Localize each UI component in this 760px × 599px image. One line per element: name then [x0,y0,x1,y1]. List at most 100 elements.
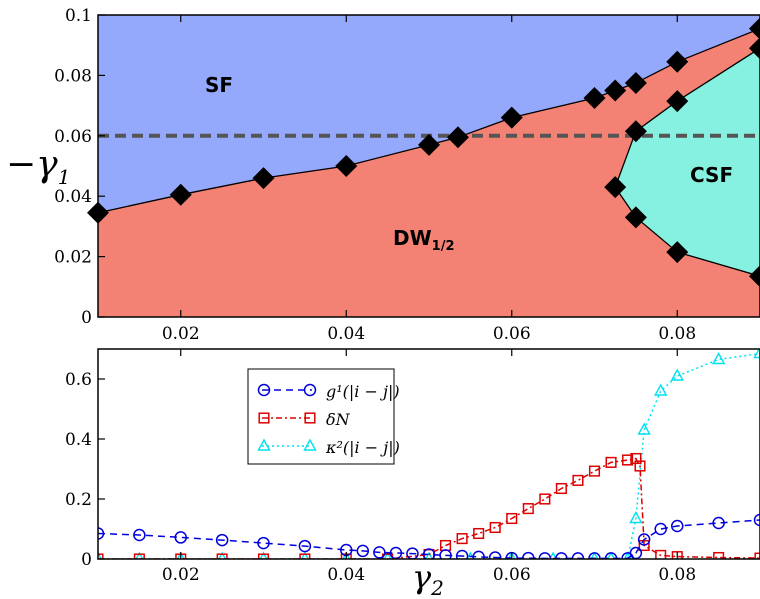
series-point-square [506,512,518,525]
series-point-circle [215,533,229,547]
sf-dw-boundary-point [624,71,647,94]
series-point-triangle [623,551,632,559]
series-point-square [655,549,667,559]
series-point-triangle [342,551,351,559]
top-y-tick-label: 0 [81,308,92,328]
top-y-tick-label: 0.02 [54,248,92,268]
series-point-triangle [637,422,651,435]
series-point-square [754,552,760,559]
csf-boundary-point [624,120,647,143]
series-point-circle [373,546,386,559]
csf-boundary-point [666,90,689,113]
series-point-square [299,553,311,559]
sf-dw-boundary-point [418,133,440,156]
series-point-circle [654,522,667,536]
legend-marker [258,412,270,424]
series-point-square [257,553,270,559]
top-x-tick-label: 0.04 [327,324,365,344]
top-x-tick-label: 0.08 [658,324,696,344]
top-x-tick-label: 0.02 [162,324,200,344]
series-point-square [555,482,567,495]
series-point-square [572,474,584,486]
series-point-square [473,527,485,540]
csf-boundary-point [749,265,760,288]
series-point-square [634,460,646,472]
sf-dw-boundary-point [446,126,469,149]
bottom-x-axis-label-sub: 2 [430,576,444,599]
series-point-circle [637,533,651,546]
series-point-circle [472,550,485,559]
series-point-circle [455,549,469,559]
series-point-triangle [300,551,309,559]
sf-dw-boundary-point [666,50,689,73]
series-point-square [489,521,501,534]
legend-box [247,368,395,465]
top-y-tick-label: 0.04 [54,187,92,207]
series-point-circle [133,528,146,542]
series-point-circle [174,531,187,544]
bottom-x-tick-label: 0.06 [493,565,531,585]
region-label-dw-main: DW [393,226,432,250]
series-line-square [98,457,760,559]
series-point-square [456,533,468,545]
legend-marker [303,438,317,451]
legend-marker [257,383,271,397]
csf-boundary-point [604,176,627,199]
csf-boundary-point [624,206,647,229]
sf-dw-boundary-point [749,17,760,40]
top-y-axis-label: −γ1 [6,144,70,189]
top-y-axis-label-sub: 1 [58,165,71,189]
sf-dw-boundary-point [169,183,192,206]
series-point-circle [406,547,419,559]
series-point-triangle [259,551,268,559]
series-point-circle [712,516,725,530]
series-point-square [539,493,551,505]
sf-dw-boundary-point [604,79,627,102]
series-point-square [133,553,145,559]
series-point-square [671,551,683,559]
bottom-x-tick-label: 0.02 [162,565,200,585]
series-point-triangle [654,383,668,396]
top-x-tick-label: 0.06 [493,324,531,344]
series-point-square [382,553,394,559]
legend-marker [304,412,316,424]
sf-dw-boundary-point [583,87,606,110]
legend-marker [257,438,271,451]
bottom-x-tick-label: 0.04 [327,565,365,585]
series-point-square [605,456,617,468]
series-point-triangle [98,551,103,559]
series-point-circle [356,544,370,558]
region-csf [615,48,760,277]
series-point-circle [422,548,436,559]
series-point-circle [439,549,452,559]
sf-dw-boundary-point [252,167,275,190]
legend-marker [303,383,317,397]
csf-boundary-point [749,37,760,60]
legend: g¹(|i − j|) δN κ²(|i − j|) [247,368,400,465]
sf-dw-boundary-point [500,106,523,129]
bottom-plot-frame [97,348,760,560]
csf-boundary-point [666,241,689,264]
series-point-square [622,454,634,466]
bottom-y-tick-label: 0.4 [65,430,92,450]
series-line-circle [98,519,760,559]
correlation-panel: 0.02 0.04 0.06 0.08 0 0.2 0.4 0.6 γ2 g¹(|i − j|… [65,348,760,599]
region-label-dw: DW1/2 [393,226,455,254]
top-y-tick-label: 0.08 [54,66,92,86]
series-point-triangle [218,551,227,559]
series-point-circle [298,539,312,553]
series-point-triangle [176,551,185,559]
series-point-triangle [424,551,434,559]
legend-label-k2: κ²(|i − j|) [325,438,400,457]
series-point-circle [98,527,105,540]
series-point-triangle [135,551,144,559]
series-point-square [588,465,601,477]
series-point-triangle [711,352,726,365]
region-label-csf: CSF [690,163,733,187]
series-point-circle [257,536,270,550]
series-point-triangle [670,368,684,381]
bottom-x-axis-label-main: γ [412,558,432,596]
top-y-tick-label: 0.1 [65,6,92,26]
